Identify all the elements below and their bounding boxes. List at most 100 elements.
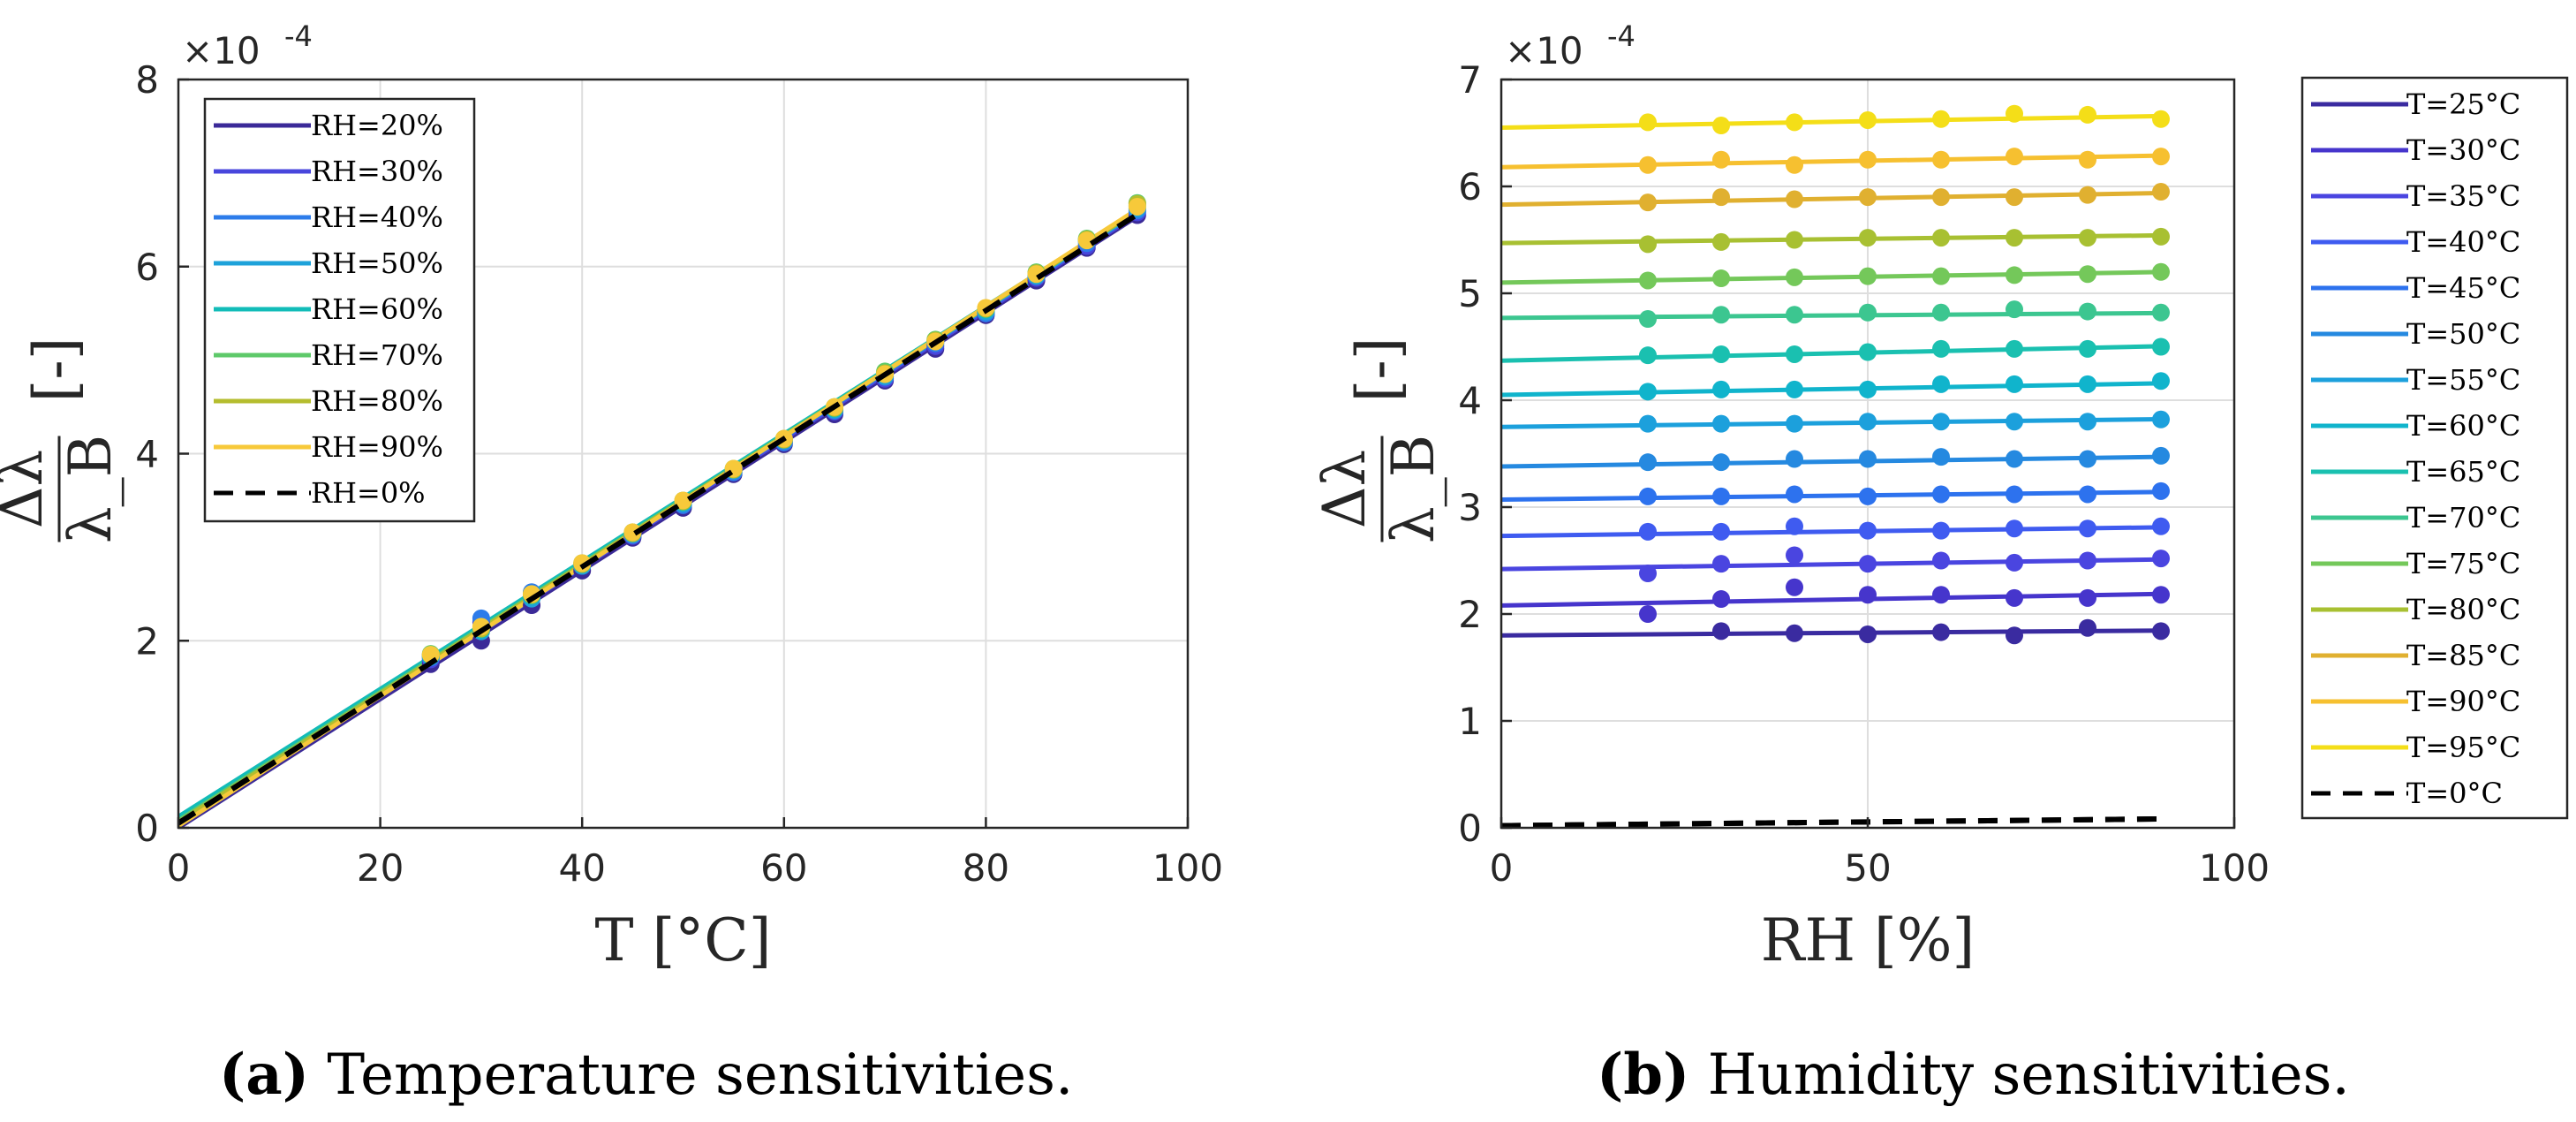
y-label-denominator: λ_B bbox=[57, 435, 125, 543]
data-point bbox=[2079, 150, 2096, 169]
data-point bbox=[1639, 271, 1657, 290]
data-point bbox=[1786, 517, 1803, 535]
data-point bbox=[1639, 565, 1657, 583]
data-point bbox=[2152, 262, 2170, 281]
data-point bbox=[1712, 487, 1730, 505]
data-point bbox=[1712, 345, 1730, 363]
data-point bbox=[2152, 586, 2170, 604]
data-point bbox=[2006, 375, 2023, 393]
data-point bbox=[1859, 625, 1877, 643]
data-point bbox=[1712, 306, 1730, 324]
y-tick-label: 2 bbox=[1458, 593, 1482, 636]
x-axis-label: RH [%] bbox=[1761, 906, 1975, 974]
data-point bbox=[2152, 227, 2170, 246]
data-point bbox=[1932, 485, 1950, 504]
data-point bbox=[2006, 413, 2023, 431]
data-point bbox=[1859, 110, 1877, 129]
data-point bbox=[1712, 590, 1730, 609]
data-point bbox=[1786, 414, 1803, 433]
data-point bbox=[1859, 303, 1877, 322]
data-point bbox=[1712, 622, 1730, 641]
exponent-label: ×10 bbox=[182, 29, 261, 72]
caption-letter: (b) bbox=[1597, 1042, 1689, 1108]
data-point bbox=[1786, 485, 1803, 504]
legend-entry: RH=50% bbox=[311, 246, 443, 280]
data-point bbox=[1859, 586, 1877, 604]
data-point bbox=[1786, 380, 1803, 398]
y-tick-label: 7 bbox=[1458, 58, 1482, 102]
data-point bbox=[2079, 519, 2096, 538]
x-tick-label: 60 bbox=[760, 846, 807, 890]
data-point bbox=[2079, 485, 2096, 504]
fit-line bbox=[1501, 310, 2162, 321]
fit-line bbox=[1501, 557, 2162, 572]
data-point bbox=[1639, 414, 1657, 433]
data-point bbox=[1786, 231, 1803, 249]
legend: T=25°C T=30°C T=35°C T=40°C T=45°C T=50°C T=55… bbox=[2300, 76, 2569, 820]
data-point bbox=[1712, 269, 1730, 288]
x-tick-label: 100 bbox=[1152, 846, 1223, 890]
y-tick-label: 4 bbox=[135, 433, 159, 476]
data-point bbox=[2152, 550, 2170, 568]
legend-entry: RH=0% bbox=[311, 476, 426, 510]
legend-entry: T=65°C bbox=[2406, 455, 2520, 489]
data-point bbox=[1639, 310, 1657, 329]
data-point bbox=[2079, 186, 2096, 204]
data-point bbox=[2152, 148, 2170, 166]
data-point bbox=[2006, 485, 2023, 504]
data-point bbox=[2006, 148, 2023, 166]
exponent-power: -4 bbox=[1607, 19, 1635, 53]
y-axis-label: Δλ λ_B [-] bbox=[0, 337, 125, 544]
data-point bbox=[1932, 375, 1950, 393]
caption-text: Temperature sensitivities. bbox=[309, 1042, 1073, 1108]
fit-line bbox=[1501, 454, 2162, 469]
data-point bbox=[1932, 150, 1950, 169]
data-point bbox=[2006, 450, 2023, 468]
data-point bbox=[2079, 551, 2096, 570]
data-point bbox=[1712, 414, 1730, 433]
data-point bbox=[1077, 231, 1096, 250]
legend-entry: T=70°C bbox=[2406, 501, 2520, 534]
data-point bbox=[1786, 113, 1803, 132]
data-point bbox=[1712, 380, 1730, 398]
data-point bbox=[1859, 521, 1877, 540]
data-point bbox=[1786, 190, 1803, 208]
data-point bbox=[2152, 110, 2170, 128]
data-point bbox=[2152, 303, 2170, 322]
data-point bbox=[2006, 626, 2023, 645]
caption-text: Humidity sensitivities. bbox=[1689, 1042, 2350, 1108]
fit-line bbox=[1501, 113, 2162, 130]
legend-entry: T=35°C bbox=[2406, 179, 2520, 213]
data-point bbox=[1639, 113, 1657, 132]
y-label-denominator: λ_B bbox=[1379, 435, 1447, 543]
data-point bbox=[1932, 448, 1950, 466]
data-point bbox=[1639, 235, 1657, 254]
data-point bbox=[1639, 155, 1657, 174]
data-point bbox=[1712, 555, 1730, 573]
data-point bbox=[1932, 551, 1950, 570]
data-point bbox=[1932, 339, 1950, 358]
legend-entry: T=75°C bbox=[2406, 547, 2520, 580]
data-point bbox=[1859, 413, 1877, 431]
data-point bbox=[1859, 188, 1877, 207]
legend-entry: T=45°C bbox=[2406, 271, 2520, 305]
legend-entry: T=30°C bbox=[2406, 133, 2520, 167]
fit-line bbox=[1501, 153, 2162, 170]
caption: (b) Humidity sensitivities. bbox=[1597, 1042, 2350, 1108]
data-point bbox=[2006, 553, 2023, 572]
data-point bbox=[1859, 150, 1877, 169]
legend-entry: T=0°C bbox=[2406, 777, 2503, 810]
plot-area bbox=[1501, 104, 2170, 828]
x-tick-label: 40 bbox=[558, 846, 605, 890]
data-point bbox=[2079, 302, 2096, 321]
data-point bbox=[2152, 517, 2170, 535]
legend-entry: T=25°C bbox=[2406, 87, 2520, 121]
data-point bbox=[1859, 267, 1877, 285]
data-point bbox=[2079, 450, 2096, 468]
data-point bbox=[1786, 546, 1803, 565]
caption-letter: (a) bbox=[219, 1042, 309, 1108]
x-axis-label: T [°C] bbox=[595, 906, 772, 974]
data-point bbox=[1932, 188, 1950, 207]
